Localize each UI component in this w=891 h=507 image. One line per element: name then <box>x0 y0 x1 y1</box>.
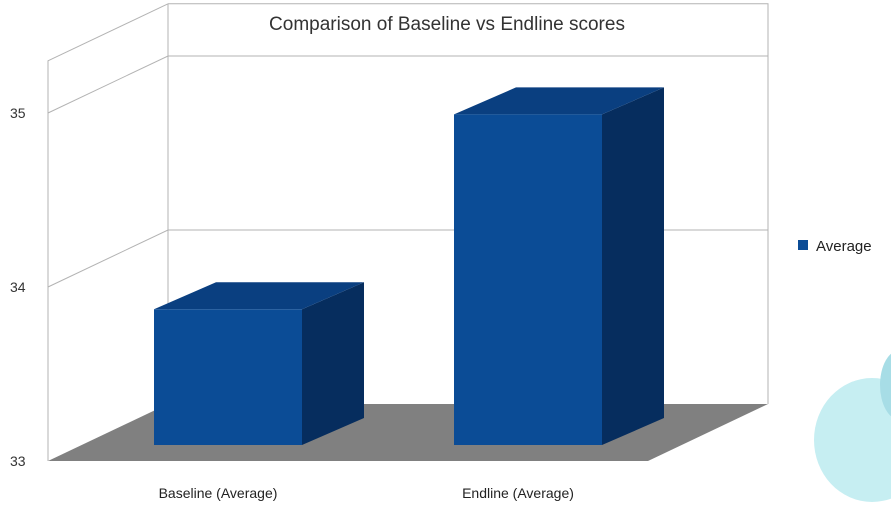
y-tick-label: 34 <box>10 279 26 295</box>
gridline <box>47 55 768 114</box>
chart-title: Comparison of Baseline vs Endline scores <box>269 14 625 35</box>
decorative-shapes <box>814 353 891 502</box>
y-tick-label: 35 <box>10 105 26 121</box>
decor-circle <box>814 378 891 502</box>
legend-swatch <box>798 240 808 250</box>
x-tick-label: Baseline (Average) <box>159 485 278 501</box>
left-wall-edge <box>47 3 169 461</box>
bars <box>154 87 664 446</box>
decor-circle <box>880 353 891 417</box>
y-axis: 33 34 35 <box>10 105 26 469</box>
back-wall-edge <box>168 3 769 404</box>
x-tick-label: Endline (Average) <box>462 485 574 501</box>
y-tick-label: 33 <box>10 453 26 469</box>
bar <box>154 309 302 445</box>
bar-top <box>454 87 664 115</box>
legend-label: Average <box>816 238 872 255</box>
x-axis: Baseline (Average) Endline (Average) <box>159 485 574 501</box>
bar-top <box>154 282 364 310</box>
bar <box>454 114 602 446</box>
bar-side <box>602 87 664 446</box>
bar-side <box>302 282 364 445</box>
legend: Average <box>798 238 872 255</box>
